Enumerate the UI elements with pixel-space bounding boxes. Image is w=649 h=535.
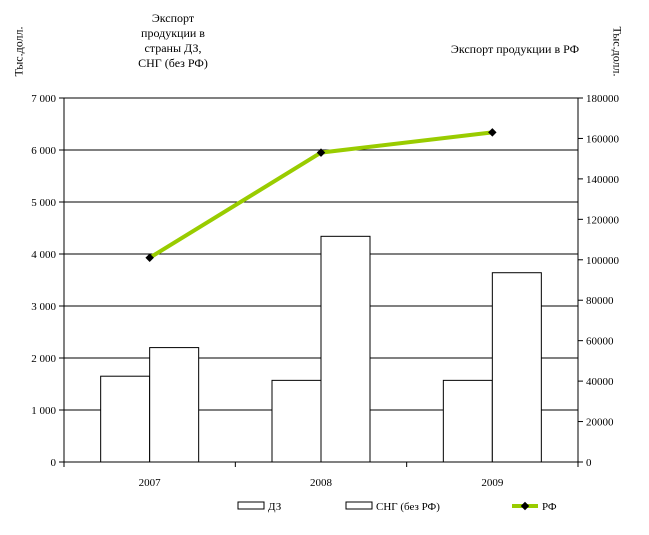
legend-swatch [237,501,265,510]
bar-sng [491,272,542,463]
left-tick-label: 2 000 [31,353,56,365]
legend: ДЗ СНГ (без РФ) РФ [237,501,557,513]
bars [100,235,542,463]
bar-sng [320,235,371,463]
bar-dz [100,375,151,463]
right-tick-label: 180000 [586,93,620,105]
line-marker [488,128,497,137]
right-tick-label: 20000 [586,417,614,429]
legend-label: ДЗ [268,501,282,513]
line-marker [145,253,154,262]
legend-swatch [345,501,373,510]
left-tick-label: 0 [51,457,57,469]
right-tick-label: 120000 [586,214,620,226]
left-tick-label: 1 000 [31,405,56,417]
axes [59,97,583,467]
right-tick-label: 80000 [586,295,614,307]
bar-dz [271,379,322,463]
legend-marker [520,501,530,511]
right-tick-label: 40000 [586,376,614,388]
tick-labels: 2007 2008 2009 0 1 000 2 000 3 000 4 000 5 000 6 … [31,93,619,489]
left-tick-label: 4 000 [31,249,56,261]
bar-dz [442,379,493,463]
legend-label: РФ [542,501,557,513]
right-tick-label: 0 [586,457,592,469]
right-annotation: Экспорт продукции в РФ [450,42,580,56]
bar-sng [149,347,200,463]
left-annotation: Экспорт продукции в страны ДЗ, СНГ (без РФ) [138,11,208,70]
legend-label: СНГ (без РФ) [376,501,440,513]
x-tick-label: 2009 [481,477,504,489]
left-tick-label: 6 000 [31,145,56,157]
right-tick-label: 160000 [586,133,620,145]
right-tick-label: 140000 [586,174,620,186]
right-tick-label: 100000 [586,255,620,267]
left-tick-label: 7 000 [31,93,56,105]
x-tick-label: 2008 [310,477,333,489]
left-tick-label: 3 000 [31,301,56,313]
right-tick-label: 60000 [586,336,614,348]
line-marker [316,148,326,157]
x-tick-label: 2007 [139,477,162,489]
left-tick-label: 5 000 [31,197,56,209]
line-series [145,128,497,262]
